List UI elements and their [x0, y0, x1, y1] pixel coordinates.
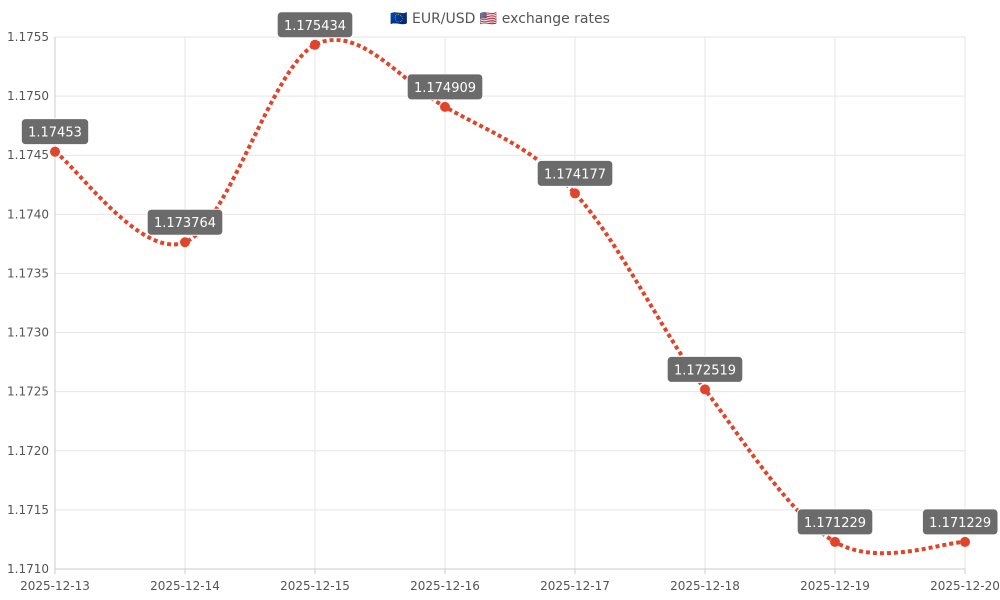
- data-label-box: [146, 208, 224, 236]
- y-tick-label: 1.1710: [7, 562, 49, 576]
- eu-flag-icon: 🇪🇺: [390, 11, 412, 27]
- x-tick-label: 2025-12-15: [280, 579, 350, 593]
- y-tick-label: 1.1720: [7, 444, 49, 458]
- data-point: [50, 146, 60, 157]
- y-tick-label: 1.1745: [7, 148, 49, 162]
- data-point: [700, 384, 710, 395]
- x-tick-label: 2025-12-13: [20, 579, 90, 593]
- chart-title-pair: EUR/USD: [412, 11, 475, 27]
- x-tick-label: 2025-12-16: [410, 579, 480, 593]
- data-label: 1.171229: [929, 516, 991, 531]
- data-label-box: [20, 118, 90, 146]
- data-label: 1.171229: [804, 516, 866, 531]
- y-tick-label: 1.1740: [7, 207, 49, 221]
- x-tick-label: 2025-12-14: [150, 579, 220, 593]
- y-tick-label: 1.1730: [7, 326, 49, 340]
- data-label: 1.17453: [28, 126, 82, 141]
- us-flag-icon: 🇺🇸: [475, 11, 501, 27]
- data-label: 1.174177: [544, 167, 606, 182]
- data-points: [50, 39, 970, 547]
- data-label-box: [536, 159, 614, 187]
- data-labels: 1.17453 1.173764 1.175434 1.174909 1.174177 1…: [20, 11, 999, 536]
- y-tick-label: 1.1750: [7, 89, 49, 103]
- x-tick-label: 2025-12-20: [930, 579, 1000, 593]
- chart-title: 🇪🇺 EUR/USD 🇺🇸 exchange rates: [390, 11, 610, 27]
- data-point: [310, 39, 320, 50]
- y-tick-label: 1.1725: [7, 385, 49, 399]
- data-label-box: [796, 508, 874, 536]
- data-label-box: [666, 355, 744, 383]
- data-point: [830, 536, 840, 547]
- x-tick-label: 2025-12-17: [540, 579, 610, 593]
- data-point: [180, 237, 190, 248]
- data-point: [440, 101, 450, 112]
- axes: 1.1710 1.1715 1.1720 1.1725 1.1730 1.1735 1.17…: [7, 30, 1000, 593]
- data-point: [960, 536, 970, 547]
- x-tick-label: 2025-12-18: [670, 579, 740, 593]
- y-tick-label: 1.1755: [7, 30, 49, 44]
- x-tick-label: 2025-12-19: [800, 579, 870, 593]
- grid-lines: [54, 36, 966, 574]
- chart-title-suffix: exchange rates: [502, 11, 610, 27]
- y-tick-label: 1.1715: [7, 503, 49, 517]
- data-label: 1.173764: [154, 216, 216, 231]
- data-label: 1.174909: [414, 81, 476, 96]
- data-label-box: [921, 508, 999, 536]
- data-label-box: [406, 73, 484, 101]
- data-label: 1.175434: [284, 19, 346, 34]
- y-tick-label: 1.1735: [7, 266, 49, 280]
- series-eurusd: [53, 37, 966, 556]
- data-label: 1.172519: [674, 363, 736, 378]
- series-line: [53, 37, 966, 556]
- data-point: [570, 188, 580, 199]
- data-label-box: [276, 11, 354, 39]
